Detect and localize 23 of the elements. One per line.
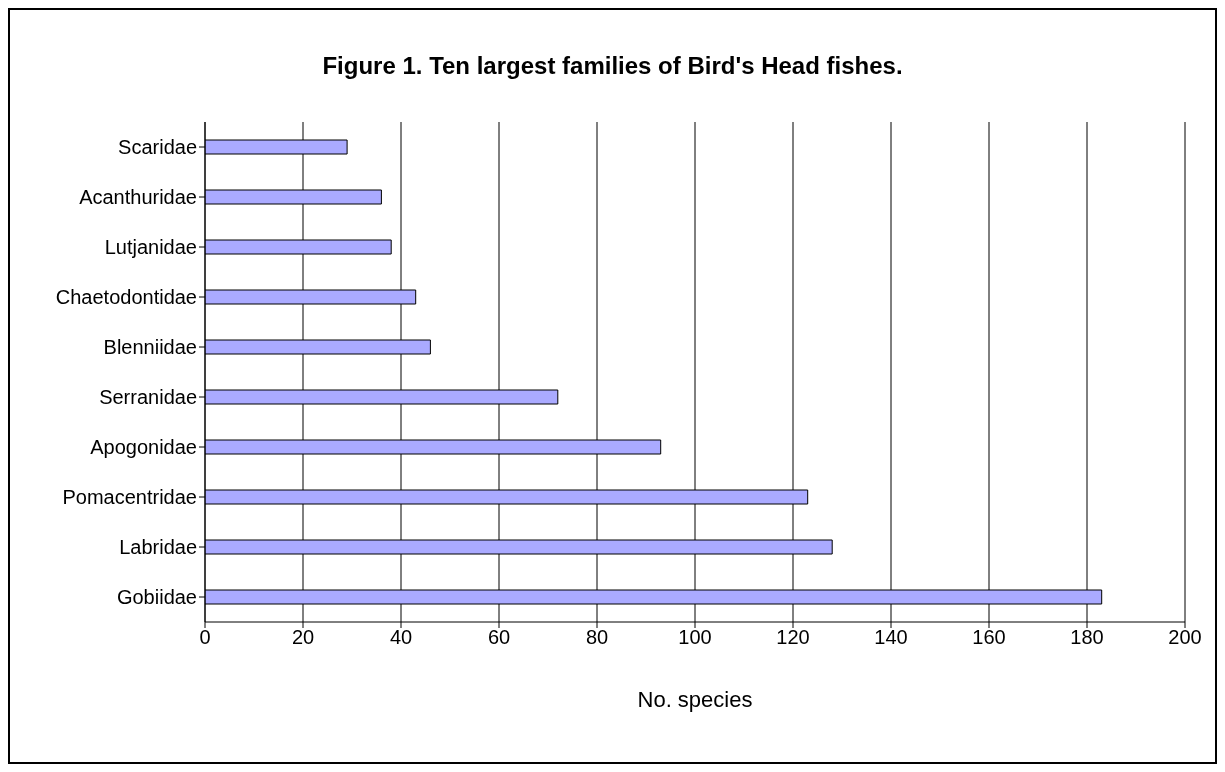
x-tick-label: 160 [972, 626, 1006, 649]
x-tick-label: 120 [776, 626, 810, 649]
y-tick-label: Apogonidae [90, 436, 197, 459]
x-tick-label: 100 [678, 626, 712, 649]
y-tick-label: Serranidae [99, 386, 197, 409]
y-tick-label: Lutjanidae [104, 236, 197, 259]
x-tick-label: 20 [291, 626, 315, 649]
y-tick-label: Labridae [119, 536, 197, 559]
y-tick-label: Chaetodontidae [55, 286, 197, 309]
x-axis-title: No. species [637, 687, 753, 712]
x-tick-label: 80 [585, 626, 609, 649]
x-tick-label: 200 [1168, 626, 1202, 649]
y-tick-label: Gobiidae [116, 586, 197, 609]
y-tick-label: Blenniidae [103, 336, 197, 359]
y-tick-label: Pomacentridae [62, 486, 197, 509]
y-tick-label: Acanthuridae [79, 186, 197, 209]
x-tick-label: 0 [199, 626, 211, 649]
x-tick-label: 60 [487, 626, 511, 649]
x-tick-label: 40 [389, 626, 413, 649]
x-tick-label: 180 [1070, 626, 1104, 649]
y-tick-label: Scaridae [118, 136, 197, 159]
chart-title: Figure 1. Ten largest families of Bird's Head fishes. [321, 52, 904, 81]
x-tick-label: 140 [874, 626, 908, 649]
